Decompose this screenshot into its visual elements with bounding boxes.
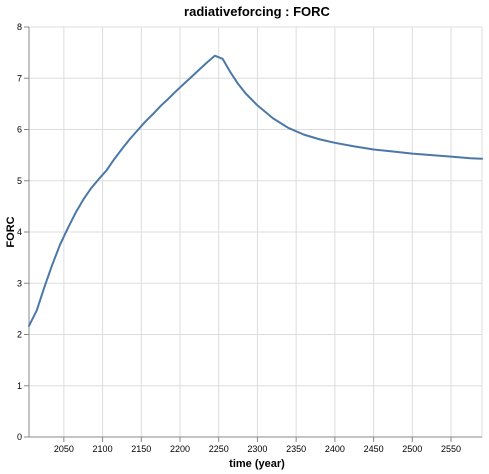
data-point: [272, 117, 275, 120]
data-point: [287, 127, 290, 130]
data-point: [97, 178, 100, 181]
data-point: [136, 129, 139, 132]
x-axis-title: time (year): [229, 458, 285, 470]
data-point: [411, 152, 414, 155]
y-tick-label: 6: [17, 125, 22, 135]
x-tick-label: 2350: [286, 444, 306, 454]
axes: 2050 2100 2150 2200 2250 2300 2350 2400 2450 2500…: [17, 22, 482, 454]
x-tick-label: 2300: [247, 444, 267, 454]
data-point: [221, 57, 224, 60]
data-point: [302, 133, 305, 136]
data-point: [333, 141, 336, 144]
data-point: [159, 105, 162, 108]
data-point: [82, 198, 85, 201]
x-tick-label: 2550: [441, 444, 461, 454]
data-point: [66, 227, 69, 230]
data-point: [182, 82, 185, 85]
data-point: [167, 97, 170, 100]
y-tick-label: 8: [17, 22, 22, 32]
data-point: [59, 243, 62, 246]
data-point: [90, 187, 93, 190]
data-point: [237, 82, 240, 85]
data-point: [74, 212, 77, 215]
y-tick-label: 0: [17, 432, 22, 442]
data-point: [105, 169, 108, 172]
y-tick-label: 7: [17, 73, 22, 83]
series-layer: [28, 54, 484, 327]
x-tick-label: 2150: [131, 444, 151, 454]
y-tick-label: 4: [17, 227, 22, 237]
data-point: [392, 150, 395, 153]
data-point: [128, 138, 131, 141]
chart-title: radiativeforcing : FORC: [184, 4, 331, 19]
data-point: [244, 92, 247, 95]
series-line-forc: [28, 54, 483, 327]
x-tick-label: 2050: [54, 444, 74, 454]
y-tick-label: 5: [17, 176, 22, 186]
y-tick-label: 1: [17, 381, 22, 391]
data-point: [469, 157, 472, 160]
data-point: [35, 309, 38, 312]
data-point: [229, 71, 232, 74]
data-point: [51, 263, 54, 266]
data-point: [175, 90, 178, 93]
gridlines: [29, 26, 483, 438]
data-point: [213, 54, 216, 57]
x-tick-label: 2250: [209, 444, 229, 454]
data-point: [430, 154, 433, 157]
data-point: [28, 324, 31, 327]
data-point: [318, 138, 321, 141]
y-axis-title: FORC: [5, 216, 17, 247]
data-point: [151, 113, 154, 116]
x-tick-label: 2500: [402, 444, 422, 454]
x-tick-label: 2400: [325, 444, 345, 454]
data-point: [190, 75, 193, 78]
data-point: [113, 158, 116, 161]
data-point: [481, 157, 484, 160]
data-point: [206, 61, 209, 64]
data-point: [353, 145, 356, 148]
data-point: [372, 148, 375, 151]
x-tick-label: 2200: [170, 444, 190, 454]
data-point: [198, 68, 201, 71]
data-point: [121, 148, 124, 151]
y-tick-label: 3: [17, 278, 22, 288]
x-tick-label: 2100: [93, 444, 113, 454]
data-point: [450, 155, 453, 158]
x-tick-label: 2450: [364, 444, 384, 454]
data-point: [256, 104, 259, 107]
y-tick-label: 2: [17, 330, 22, 340]
data-point: [43, 285, 46, 288]
data-point: [144, 120, 147, 123]
